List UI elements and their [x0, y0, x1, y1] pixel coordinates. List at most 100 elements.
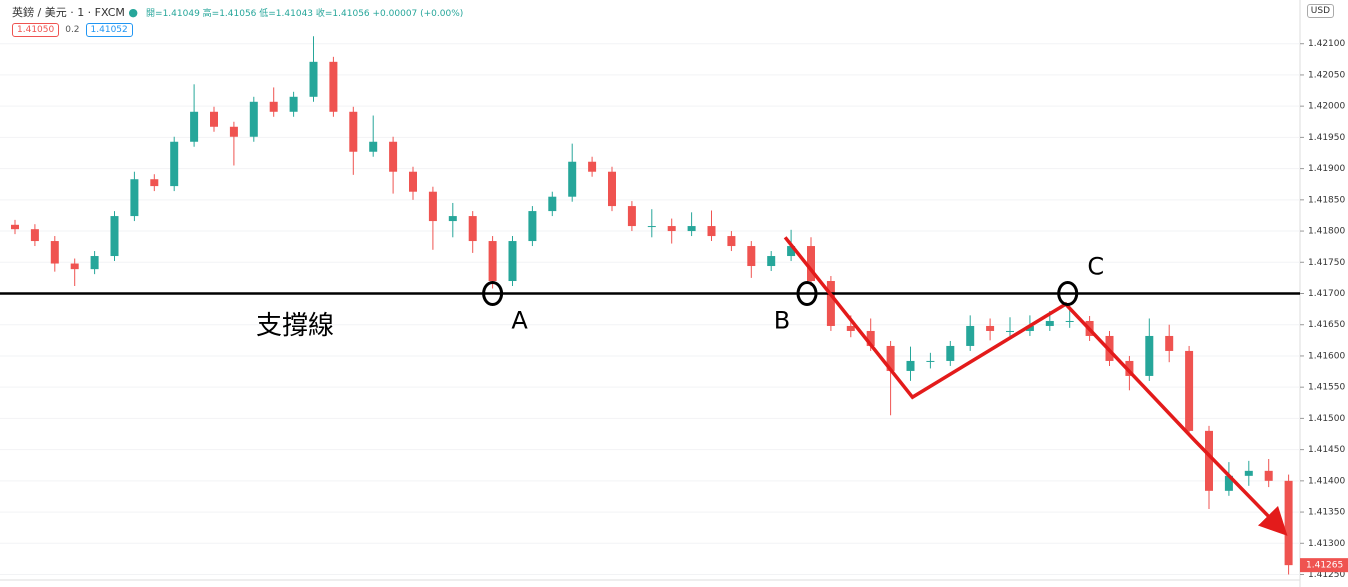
point-label: C [1087, 253, 1104, 281]
candle-body [428, 191, 437, 222]
candle-body [369, 141, 378, 152]
candle-body [409, 171, 417, 192]
candle-body [846, 325, 855, 331]
candle-body [667, 226, 676, 232]
y-tick-label: 1.41500 [1308, 414, 1345, 424]
candle-body [588, 161, 597, 172]
candle-body [309, 61, 318, 97]
candle-body [1185, 350, 1194, 431]
candle-body [50, 241, 59, 264]
candle-body [1205, 430, 1213, 491]
y-tick-label: 1.41800 [1308, 227, 1345, 237]
y-tick-label: 1.41750 [1308, 258, 1345, 268]
candle-body [1145, 335, 1154, 376]
y-tick-label: 1.42050 [1308, 70, 1345, 80]
candle-body [528, 211, 537, 242]
point-label: A [511, 307, 528, 335]
support-label: 支撐線 [256, 311, 334, 341]
point-label: B [774, 307, 790, 335]
y-tick-label: 1.41600 [1308, 351, 1345, 361]
spread: 0.2 [65, 25, 80, 35]
candle-body [289, 96, 298, 112]
candle-body [727, 236, 736, 247]
y-tick-label: 1.41650 [1308, 320, 1345, 330]
quote-badges: 1.41050 0.2 1.41052 [12, 23, 133, 37]
y-tick-label: 1.41900 [1308, 164, 1345, 174]
candle-body [687, 226, 696, 232]
candle-body [448, 216, 457, 222]
y-tick-label: 1.42100 [1308, 39, 1345, 49]
candle-body [627, 206, 636, 227]
candle-body [11, 224, 19, 230]
point-circle [482, 281, 504, 306]
candle-body [986, 325, 995, 331]
candle-body [1224, 475, 1233, 491]
candle-body [807, 246, 815, 282]
candle-body [110, 216, 119, 257]
candle-body [946, 345, 955, 361]
bid[interactable]: 1.41050 [12, 23, 60, 37]
y-tick-label: 1.41250 [1308, 570, 1345, 580]
candle-body [866, 330, 875, 346]
y-tick-label: 1.41350 [1308, 508, 1345, 518]
y-tick-label: 1.42000 [1308, 102, 1345, 112]
candle-body [926, 360, 935, 362]
candle-body [966, 325, 975, 346]
candle-body [1065, 320, 1074, 322]
candle-body [249, 101, 258, 137]
ask[interactable]: 1.41052 [85, 23, 133, 37]
candle-body [826, 281, 835, 326]
candle-body [30, 229, 39, 242]
candle-body [1045, 320, 1054, 326]
candle-body [787, 246, 796, 257]
last-price-label: 1.41265 [1306, 561, 1343, 571]
y-tick-label: 1.41550 [1308, 383, 1345, 393]
currency[interactable]: USD [1306, 4, 1334, 18]
y-tick-label: 1.41300 [1308, 539, 1345, 549]
y-tick-label: 1.41950 [1308, 133, 1345, 143]
candle-body [170, 141, 179, 187]
candle-body [1264, 470, 1273, 481]
y-tick-label: 1.41850 [1308, 195, 1345, 205]
candle-body [269, 101, 278, 112]
candle-body [210, 111, 218, 127]
candle-body [1125, 360, 1134, 376]
candle-body [886, 345, 895, 371]
candle-body [568, 161, 577, 197]
candle-body [1006, 330, 1014, 332]
y-tick-label: 1.41400 [1308, 476, 1345, 486]
candle-body [349, 111, 358, 152]
candle-body [1165, 335, 1174, 351]
candle-body [130, 179, 139, 217]
symbol: 英鎊 / 美元 · 1 · FXCM [12, 6, 125, 19]
candle-body [90, 256, 99, 270]
candle-body [468, 216, 477, 242]
candle-body [70, 263, 79, 270]
candle-body [707, 226, 716, 237]
candle-body [548, 196, 557, 212]
candle-body [1025, 325, 1034, 331]
candle-body [1244, 470, 1253, 476]
candle-body [1284, 480, 1293, 566]
candle-body [150, 179, 159, 187]
candle-body [229, 126, 238, 137]
y-tick-label: 1.41700 [1308, 289, 1345, 299]
candle-body [389, 141, 398, 172]
candle-body [767, 256, 776, 267]
point-circle [796, 281, 818, 306]
y-tick-label: 1.41450 [1308, 445, 1345, 455]
candle-body [608, 171, 616, 207]
candle-body [488, 241, 497, 282]
point-circle [1057, 281, 1079, 306]
header: 英鎊 / 美元 · 1 · FXCM ● 開=1.41049 高=1.41056 … [12, 6, 464, 19]
ohlc-text: 開=1.41049 高=1.41056 低=1.41043 收=1.41056 … [146, 9, 464, 19]
last-price-box [1300, 558, 1348, 573]
candle-body [906, 360, 915, 371]
candle-body [190, 111, 199, 142]
candle-body [329, 61, 338, 112]
candle-body [508, 241, 517, 282]
candle-body [647, 226, 656, 228]
candle-body [747, 246, 756, 267]
